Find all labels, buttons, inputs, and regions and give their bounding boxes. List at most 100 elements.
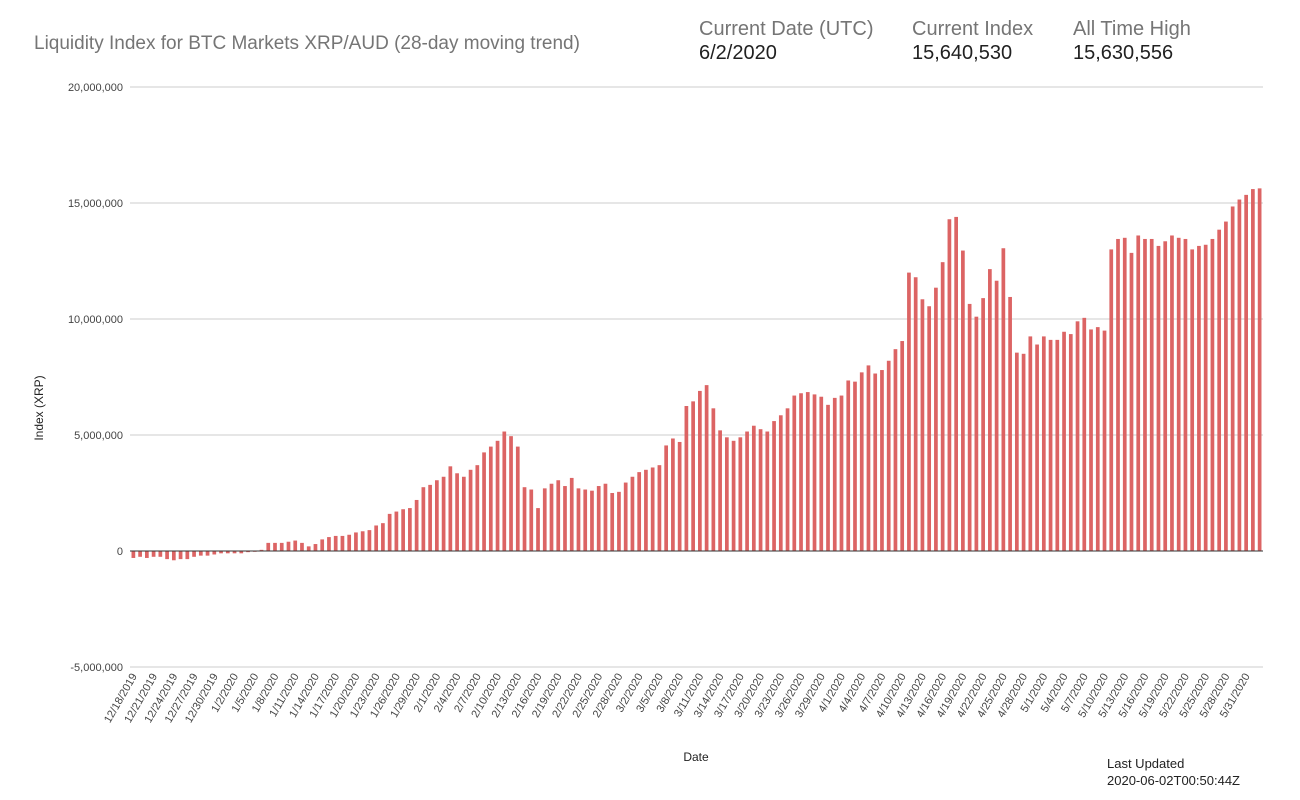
- bar: [1095, 327, 1100, 551]
- bar: [461, 476, 466, 551]
- bar: [826, 404, 830, 551]
- bar: [704, 385, 709, 551]
- bar: [994, 280, 999, 551]
- current-date-stat: Current Date (UTC) 6/2/2020: [699, 17, 873, 65]
- bar: [724, 437, 729, 551]
- bar: [617, 491, 621, 551]
- y-tick-label: 0: [117, 546, 123, 558]
- bar: [286, 541, 291, 551]
- bar: [239, 551, 244, 554]
- bar: [1082, 317, 1087, 551]
- bar: [394, 511, 399, 551]
- bar: [677, 441, 682, 551]
- y-tick-label: -5,000,000: [70, 662, 123, 674]
- bar: [434, 480, 439, 551]
- bar: [832, 397, 837, 551]
- bar: [1156, 245, 1161, 552]
- bar: [401, 509, 405, 551]
- bar: [367, 530, 372, 551]
- bar: [306, 546, 311, 551]
- bar: [502, 431, 507, 551]
- bar: [266, 542, 271, 551]
- bar: [792, 395, 797, 551]
- bar: [765, 431, 770, 551]
- bar: [900, 341, 905, 551]
- bar: [684, 406, 689, 551]
- bar: [1129, 252, 1134, 551]
- bar: [192, 551, 196, 557]
- y-tick-label: 10,000,000: [68, 314, 123, 326]
- bar: [1048, 339, 1053, 551]
- bar: [468, 469, 473, 551]
- bar: [1008, 296, 1012, 551]
- bar: [738, 437, 743, 551]
- bar: [1102, 330, 1107, 551]
- bar: [259, 549, 264, 551]
- bar: [246, 551, 250, 553]
- bar: [1190, 249, 1195, 551]
- bar: [981, 298, 985, 551]
- bar: [198, 551, 203, 556]
- bar: [664, 445, 669, 551]
- bar: [522, 487, 527, 551]
- bar: [455, 473, 459, 551]
- bar: [1203, 244, 1208, 551]
- bar: [758, 429, 763, 551]
- bar: [644, 469, 648, 551]
- current-index-stat: Current Index 15,640,530: [912, 17, 1033, 65]
- bar: [934, 287, 938, 551]
- bar: [441, 476, 446, 551]
- bar: [596, 486, 601, 551]
- bar: [805, 392, 810, 551]
- bar: [691, 401, 695, 551]
- bar: [711, 408, 716, 551]
- last-updated-value: 2020-06-02T00:50:44Z: [1107, 773, 1240, 788]
- bar: [778, 415, 783, 551]
- bar-series: [131, 188, 1262, 561]
- bar: [1001, 248, 1006, 552]
- bar: [1122, 237, 1127, 552]
- bar: [556, 480, 561, 551]
- bar: [279, 542, 284, 551]
- bar: [158, 551, 163, 557]
- bar: [913, 277, 918, 551]
- bar: [657, 465, 662, 551]
- bar: [1089, 329, 1093, 551]
- bar: [1062, 331, 1066, 551]
- bar: [225, 551, 230, 554]
- bar: [671, 438, 675, 551]
- bar: [853, 381, 857, 551]
- bar: [131, 551, 136, 558]
- bar: [630, 476, 635, 551]
- current-date-value: 6/2/2020: [699, 42, 777, 64]
- current-index-value: 15,640,530: [912, 42, 1013, 64]
- bar: [151, 551, 156, 557]
- bar: [1163, 241, 1168, 551]
- bar: [603, 483, 608, 551]
- bar: [542, 488, 547, 551]
- bar: [947, 219, 952, 552]
- bar: [482, 452, 486, 551]
- bar: [940, 262, 945, 551]
- bar: [859, 372, 864, 551]
- y-axis-ticks: -5,000,000 0 5,000,000 10,000,000 15,000,000…: [68, 82, 123, 674]
- bar: [819, 396, 824, 551]
- bar: [387, 513, 392, 551]
- bar: [698, 390, 702, 551]
- bar: [1068, 334, 1073, 551]
- bar: [967, 303, 972, 551]
- bar: [846, 380, 851, 551]
- bar: [785, 408, 790, 551]
- bar: [954, 216, 959, 552]
- bar: [745, 431, 749, 551]
- bar: [515, 446, 520, 551]
- bar: [354, 532, 358, 551]
- bar: [549, 483, 554, 551]
- bar: [1041, 336, 1046, 551]
- bar: [205, 551, 210, 556]
- bar: [799, 393, 803, 551]
- bar: [1136, 235, 1141, 552]
- bar: [650, 467, 655, 551]
- bar: [509, 436, 513, 551]
- bar: [1021, 353, 1026, 551]
